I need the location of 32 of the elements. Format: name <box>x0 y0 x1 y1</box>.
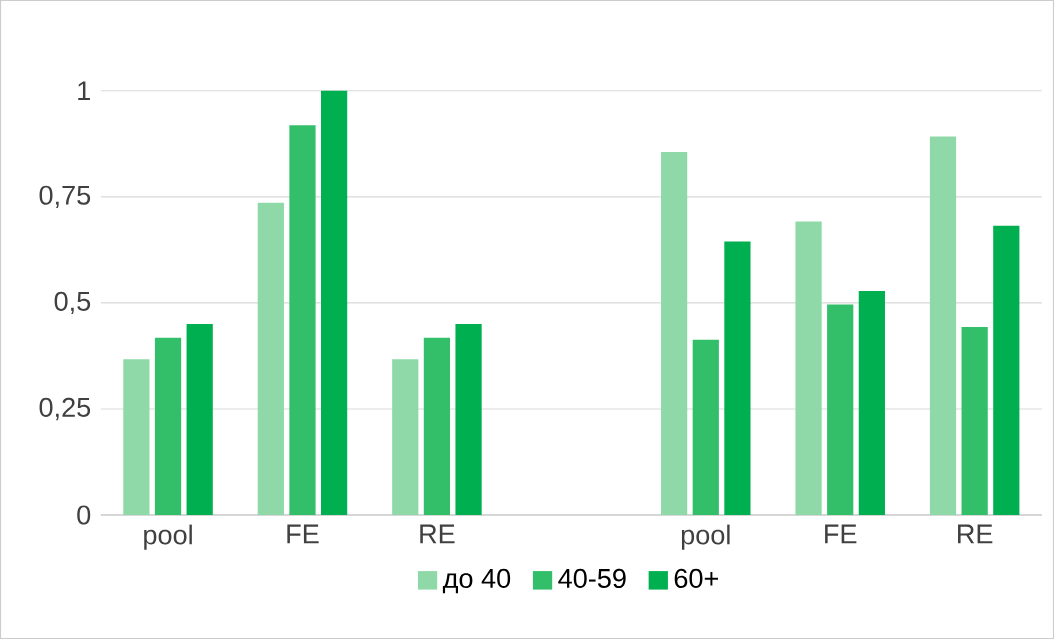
legend-label: до 40 <box>442 568 511 594</box>
y-tick-label: 0 <box>77 505 91 525</box>
y-tick-label: 0,5 <box>54 291 91 315</box>
bar <box>186 324 213 516</box>
x-tick-label: pool <box>681 524 730 550</box>
bar <box>423 337 451 516</box>
bar <box>123 359 150 516</box>
y-tick-label: 0,25 <box>39 397 91 421</box>
bar <box>455 324 482 516</box>
bar <box>392 359 419 516</box>
bar <box>154 337 182 516</box>
bar <box>289 125 316 516</box>
bar <box>795 221 822 516</box>
x-tick-label: RE <box>420 524 455 544</box>
bar <box>929 136 957 516</box>
bar <box>993 225 1020 516</box>
bar <box>827 304 854 516</box>
x-tick-label: RE <box>958 524 993 544</box>
y-tick-label: 1 <box>78 81 90 101</box>
legend-label: 60+ <box>674 568 718 589</box>
y-tick-label: 0,75 <box>39 185 91 209</box>
bar <box>858 291 885 516</box>
bar <box>661 151 688 516</box>
bar <box>692 339 719 516</box>
bar <box>724 241 751 516</box>
bar <box>961 327 988 516</box>
x-tick-label: pool <box>144 524 192 550</box>
bar <box>257 202 284 516</box>
x-tick-label: FE <box>825 524 857 544</box>
x-tick-label: FE <box>287 524 319 544</box>
bar <box>321 90 348 516</box>
legend-label: 40-59 <box>558 568 626 589</box>
